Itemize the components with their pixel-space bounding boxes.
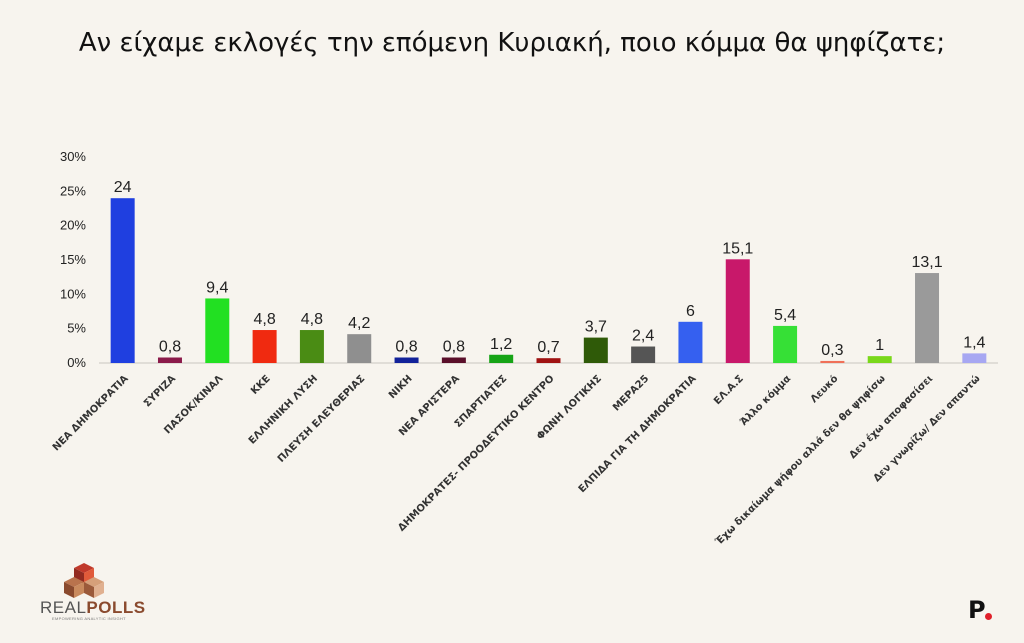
chart-title: Αν είχαμε εκλογές την επόμενη Κυριακή, π… <box>78 28 946 58</box>
bar <box>773 325 798 363</box>
x-tick-label: ΝΕΑ ΔΗΜΟΚΡΑΤΙΑ <box>51 373 131 453</box>
y-tick-label: 30% <box>60 149 86 164</box>
bar <box>394 357 419 363</box>
x-tick-label: Άλλο κόμμα <box>738 373 794 429</box>
x-tick-label: Λευκό <box>808 373 841 406</box>
brand-p-logo: P <box>968 596 986 624</box>
x-tick-label: ΝΙΚΗ <box>387 373 415 401</box>
realpolls-logo-text: REALPOLLS <box>40 598 146 617</box>
bar <box>867 356 892 363</box>
bar <box>631 346 656 363</box>
data-label: 15,1 <box>722 240 753 257</box>
x-tick-label: Δεν έχω αποφασίσει <box>847 373 936 462</box>
x-tick-label: ΕΛ.Α.Σ <box>712 373 746 407</box>
x-tick-label: ΠΛΕΥΣΗ ΕΛΕΥΘΕΡΙΑΣ <box>276 373 368 465</box>
y-tick-label: 10% <box>60 286 86 301</box>
x-tick-label: Έχω δικαίωμα ψήφου αλλά δεν θα ψηφίσω <box>712 372 888 548</box>
x-tick-label: ΜΕΡΑ25 <box>611 373 651 413</box>
y-tick-label: 15% <box>60 252 86 267</box>
data-label: 5,4 <box>774 307 796 324</box>
brand-dot-icon <box>985 613 992 620</box>
bar <box>962 353 987 363</box>
bar <box>536 358 561 363</box>
data-label: 0,8 <box>159 339 181 356</box>
data-label: 0,8 <box>395 339 417 356</box>
data-label: 2,4 <box>632 328 654 345</box>
data-label: 0,3 <box>821 342 843 359</box>
bar <box>725 259 750 363</box>
data-label: 1,4 <box>963 334 985 351</box>
data-label: 4,8 <box>253 311 275 328</box>
bar <box>205 298 230 363</box>
data-label: 0,8 <box>443 339 465 356</box>
y-tick-label: 5% <box>67 321 86 336</box>
data-label: 9,4 <box>206 279 228 296</box>
data-label: 1,2 <box>490 336 512 353</box>
bar <box>110 198 135 363</box>
realpolls-tagline: EMPOWERING ANALYTIC INSIGHT <box>52 616 126 621</box>
bar <box>157 357 182 363</box>
data-label: 0,7 <box>537 339 559 356</box>
bar <box>820 360 845 363</box>
bar <box>441 357 466 363</box>
data-label: 13,1 <box>911 254 942 271</box>
data-label: 4,2 <box>348 315 370 332</box>
bar <box>915 273 940 363</box>
data-label: 6 <box>686 303 695 320</box>
data-label: 1 <box>875 337 884 354</box>
bar <box>678 321 703 363</box>
bar <box>583 337 608 363</box>
bar <box>252 330 277 363</box>
data-label: 3,7 <box>585 319 607 336</box>
y-tick-label: 25% <box>60 183 86 198</box>
bar <box>299 330 324 363</box>
y-tick-label: 0% <box>67 355 86 370</box>
x-tick-label: ΣΥΡΙΖΑ <box>142 373 178 409</box>
data-label: 4,8 <box>301 311 323 328</box>
realpolls-logo-icon <box>64 563 104 598</box>
bar <box>347 334 372 363</box>
bar <box>489 354 514 363</box>
data-label: 24 <box>114 179 132 196</box>
x-tick-label: ΚΚΕ <box>249 373 273 397</box>
y-tick-label: 20% <box>60 218 86 233</box>
